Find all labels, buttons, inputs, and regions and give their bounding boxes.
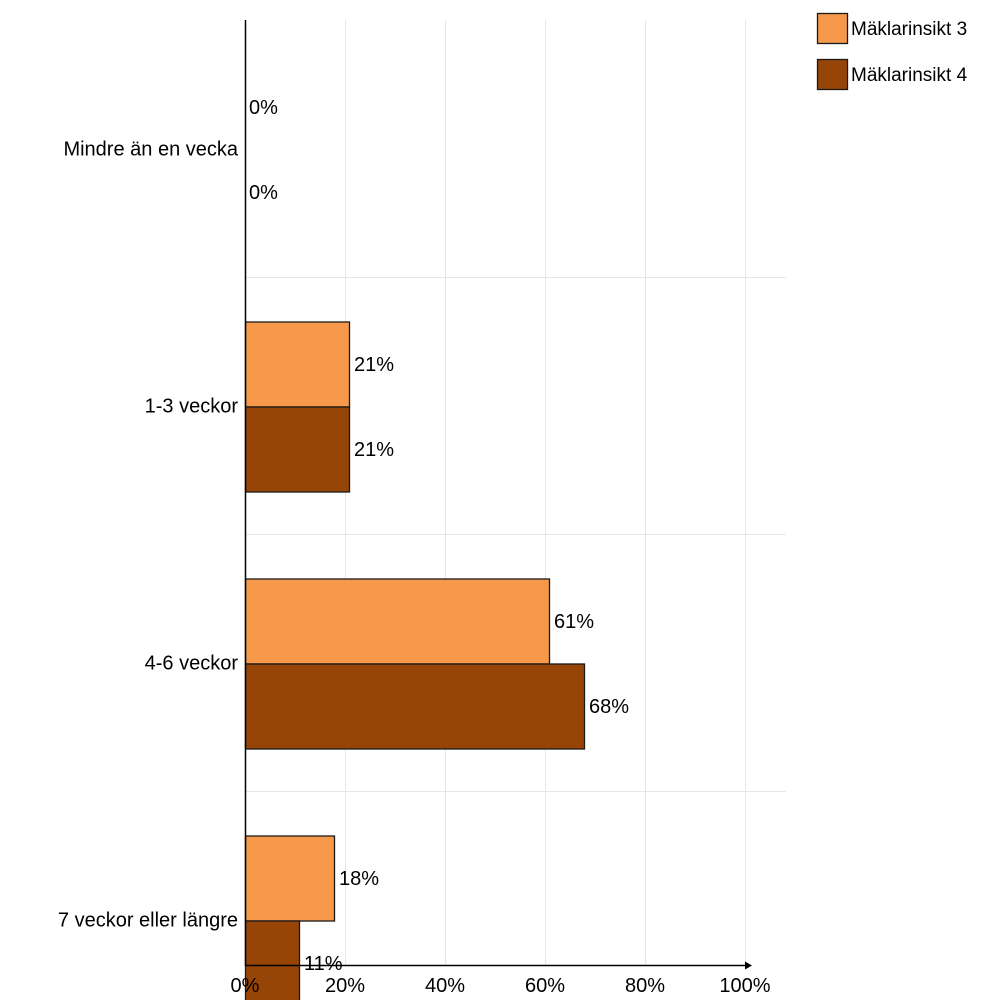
data-label-1-3-veckor-series-2: 21% [354, 439, 394, 461]
legend-swatch-series-1 [816, 12, 849, 45]
category-label-7-veckor-eller-l-ngre: 7 veckor eller längre [58, 910, 238, 932]
data-label-4-6-veckor-series-1: 61% [554, 611, 594, 633]
bar-1-3-veckor-series-1 [244, 321, 351, 408]
category-label-1-3-veckor: 1-3 veckor [145, 396, 239, 418]
gridlines [245, 20, 786, 965]
x-tick-label-60: 60% [525, 975, 565, 997]
category-label-mindre-n-en-vecka: Mindre än en vecka [63, 139, 238, 161]
axes [244, 20, 752, 970]
x-tick-label-80: 80% [625, 975, 665, 997]
x-tick-label-40: 40% [425, 975, 465, 997]
labels: 0% 0% Mindre än en vecka 21% 21% 1-3 veckor 61… [58, 97, 771, 997]
data-label-mindre-n-en-vecka-series-1: 0% [249, 97, 278, 119]
legend-swatch-series-2 [816, 58, 849, 91]
data-label-4-6-veckor-series-2: 68% [589, 696, 629, 718]
bar-4-6-veckor-series-2 [244, 663, 586, 750]
legend: Mäklarinsikt 3 Mäklarinsikt 4 [816, 12, 968, 91]
bar-7-veckor-eller-l-ngre-series-1 [244, 835, 336, 922]
x-tick-label-0: 0% [231, 975, 260, 997]
bar-4-6-veckor-series-1 [244, 578, 551, 665]
x-axis-arrow-icon [745, 961, 752, 970]
category-label-4-6-veckor: 4-6 veckor [145, 653, 239, 675]
x-tick-label-100: 100% [719, 975, 770, 997]
data-label-1-3-veckor-series-1: 21% [354, 354, 394, 376]
data-label-7-veckor-eller-l-ngre-series-2: 11% [304, 953, 343, 975]
bar-1-3-veckor-series-2 [244, 406, 351, 493]
bars [244, 321, 586, 1000]
data-label-7-veckor-eller-l-ngre-series-1: 18% [339, 868, 379, 890]
x-tick-label-20: 20% [325, 975, 365, 997]
data-label-mindre-n-en-vecka-series-2: 0% [249, 182, 278, 204]
legend-label-series-1: Mäklarinsikt 3 [851, 19, 967, 40]
legend-label-series-2: Mäklarinsikt 4 [851, 65, 968, 86]
